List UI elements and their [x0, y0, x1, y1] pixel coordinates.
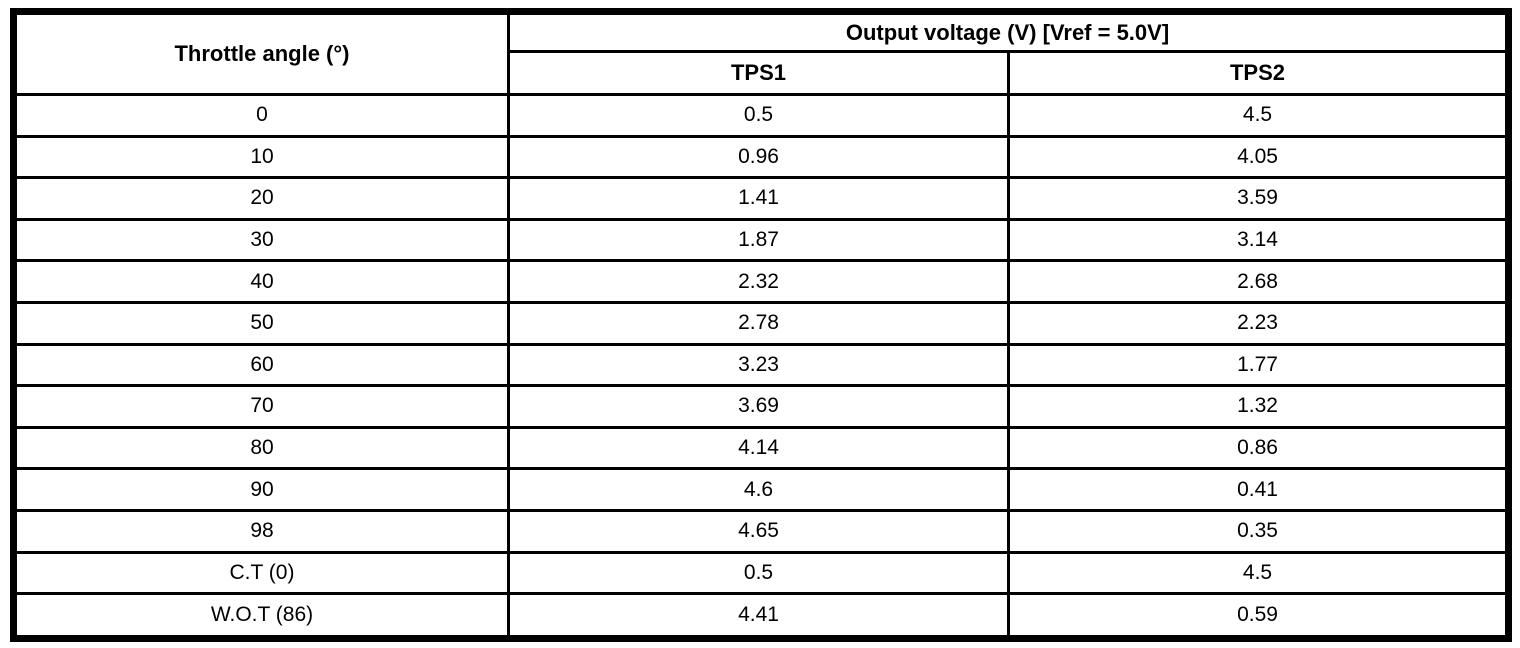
- throttle-angle-cell: 40: [12, 259, 510, 304]
- table-row: 50 2.78 2.23: [12, 300, 1510, 346]
- throttle-angle-cell: 30: [12, 217, 510, 263]
- throttle-angle-cell: 10: [12, 134, 510, 180]
- throttle-angle-cell: 80: [12, 425, 510, 471]
- tps1-value-cell: 1.41: [507, 176, 1010, 221]
- tps-voltage-table: Throttle angle (°) Output voltage (V) [V…: [10, 8, 1512, 642]
- tps2-value-cell: 4.5: [1007, 550, 1510, 596]
- throttle-angle-cell: 50: [12, 300, 510, 346]
- tps2-value-cell: 2.23: [1007, 300, 1510, 346]
- tps1-value-cell: 4.14: [507, 425, 1010, 471]
- output-voltage-group-header: Output voltage (V) [Vref = 5.0V]: [507, 10, 1510, 53]
- tps1-value-cell: 4.41: [507, 592, 1010, 640]
- tps1-value-cell: 3.69: [507, 384, 1010, 429]
- tps2-value-cell: 4.5: [1007, 93, 1510, 138]
- tps2-value-cell: 3.14: [1007, 217, 1510, 263]
- tps2-value-cell: 0.86: [1007, 425, 1510, 471]
- tps1-value-cell: 4.65: [507, 508, 1010, 554]
- table-row: 80 4.14 0.86: [12, 425, 1510, 471]
- tps1-value-cell: 0.96: [507, 134, 1010, 180]
- tps2-value-cell: 1.32: [1007, 384, 1510, 429]
- throttle-angle-cell: 98: [12, 508, 510, 554]
- tps2-value-cell: 0.59: [1007, 592, 1510, 640]
- table-row: 70 3.69 1.32: [12, 384, 1510, 429]
- tps1-value-cell: 0.5: [507, 93, 1010, 138]
- tps2-value-cell: 0.35: [1007, 508, 1510, 554]
- tps2-column-header: TPS2: [1007, 50, 1510, 96]
- tps1-value-cell: 0.5: [507, 550, 1010, 596]
- group-header-row: Throttle angle (°) Output voltage (V) [V…: [12, 10, 1510, 96]
- tps1-value-cell: 2.78: [507, 300, 1010, 346]
- tps2-value-cell: 1.77: [1007, 342, 1510, 388]
- table-row: 20 1.41 3.59: [12, 176, 1510, 221]
- tps1-value-cell: 2.32: [507, 259, 1010, 304]
- throttle-angle-cell: 60: [12, 342, 510, 388]
- throttle-angle-column-header: Throttle angle (°): [12, 10, 510, 96]
- sub-header-row: TPS1 TPS2: [14, 50, 1510, 96]
- tps2-value-cell: 3.59: [1007, 176, 1510, 221]
- tps1-value-cell: 3.23: [507, 342, 1010, 388]
- tps2-value-cell: 2.68: [1007, 259, 1510, 304]
- table-row: 30 1.87 3.14: [12, 217, 1510, 263]
- table-row: 10 0.96 4.05: [12, 134, 1510, 180]
- tps2-value-cell: 4.05: [1007, 134, 1510, 180]
- tps2-value-cell: 0.41: [1007, 467, 1510, 512]
- tps1-value-cell: 4.6: [507, 467, 1010, 512]
- table-row: 60 3.23 1.77: [12, 342, 1510, 388]
- throttle-angle-cell: 90: [12, 467, 510, 512]
- tps1-column-header: TPS1: [507, 50, 1010, 96]
- table-body: 0 0.5 4.5 10 0.96 4.05 20 1.41 3.59 30 1.87 3.14 40 2…: [12, 93, 1510, 640]
- throttle-angle-cell: W.O.T (86): [12, 592, 510, 640]
- table-row: 40 2.32 2.68: [12, 259, 1510, 304]
- throttle-angle-cell: 70: [12, 384, 510, 429]
- table-row: C.T (0) 0.5 4.5: [12, 550, 1510, 596]
- tps1-value-cell: 1.87: [507, 217, 1010, 263]
- throttle-angle-cell: C.T (0): [12, 550, 510, 596]
- table-header: Throttle angle (°) Output voltage (V) [V…: [12, 10, 1510, 96]
- table-row: 90 4.6 0.41: [12, 467, 1510, 512]
- throttle-angle-cell: 0: [12, 93, 510, 138]
- throttle-angle-cell: 20: [12, 176, 510, 221]
- table-row: 0 0.5 4.5: [12, 93, 1510, 138]
- table-row: 98 4.65 0.35: [12, 508, 1510, 554]
- table-row: W.O.T (86) 4.41 0.59: [12, 592, 1510, 640]
